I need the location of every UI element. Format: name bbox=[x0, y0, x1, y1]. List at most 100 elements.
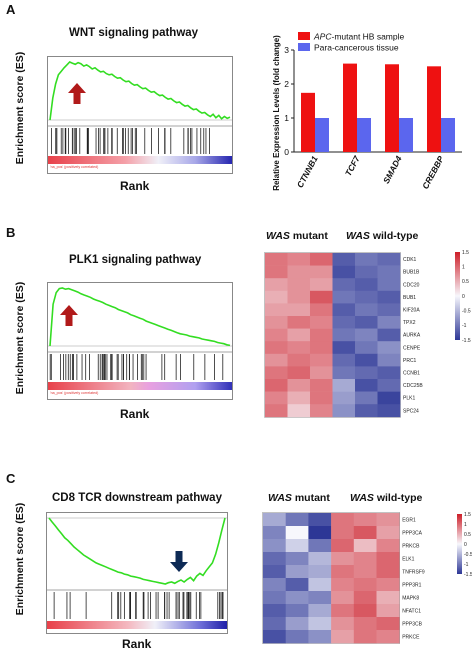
heatmap-cell bbox=[287, 265, 311, 279]
heatmap-cell bbox=[332, 278, 356, 292]
gene-label: CDC20 bbox=[403, 282, 420, 288]
gsea-plot-b: 'na_pos' (positively correlated) bbox=[47, 282, 233, 400]
colorbar-tick-label: -1.5 bbox=[464, 572, 472, 578]
heatmap-cell bbox=[355, 404, 378, 418]
bar-ctnnb1-mutant bbox=[301, 92, 315, 152]
heatmap-cell bbox=[285, 565, 309, 579]
rank-xlabel-a: Rank bbox=[120, 179, 150, 193]
heatmap-cell bbox=[376, 565, 400, 579]
gene-label: MAPK8 bbox=[402, 595, 419, 601]
heatmap-cell bbox=[353, 539, 377, 553]
heatmap-cell bbox=[355, 278, 378, 292]
heatmap-cell bbox=[332, 328, 356, 342]
heatmap-cell bbox=[377, 328, 401, 342]
heatmap-cell bbox=[376, 526, 400, 540]
heatmap-cell bbox=[263, 591, 286, 605]
panel-letter-b: B bbox=[6, 225, 16, 240]
heatmap-cell bbox=[285, 630, 309, 644]
heatmap-cell bbox=[355, 253, 378, 266]
heatmap-cell bbox=[332, 253, 356, 266]
bar-crebbp-mutant bbox=[427, 66, 441, 152]
heatmap-cell bbox=[310, 278, 333, 292]
heatmap-cell bbox=[353, 604, 377, 618]
es-ylabel-c: Enrichment score (ES) bbox=[14, 502, 26, 616]
gene-label: SPC24 bbox=[403, 408, 419, 414]
heatmap-cell bbox=[287, 353, 311, 367]
heatmap-cell bbox=[376, 578, 400, 592]
heatmap-cell bbox=[265, 341, 288, 355]
gene-label: NFATC1 bbox=[402, 608, 421, 614]
heatmap-cell bbox=[308, 539, 332, 553]
heatmap-cell bbox=[263, 578, 286, 592]
heatmap-cell bbox=[331, 526, 355, 540]
heatmap-cell bbox=[355, 316, 378, 329]
heatmap-cell bbox=[355, 303, 378, 317]
heatmap-cell bbox=[308, 513, 332, 527]
ranked-list-strip bbox=[48, 156, 232, 164]
panel-letter-c: C bbox=[6, 471, 16, 486]
heatmap-cell bbox=[285, 591, 309, 605]
colorbar-tick-label: -1.5 bbox=[462, 338, 471, 344]
legend-label: Para-cancerous tissue bbox=[314, 43, 399, 53]
heatmap-header-wildtype-b: WAS wild-type bbox=[346, 230, 419, 242]
y-tick-label: 2 bbox=[284, 79, 289, 89]
colorbar-tick-label: 1.5 bbox=[464, 512, 471, 518]
heatmap-cell bbox=[331, 578, 355, 592]
heatmap-cell bbox=[376, 513, 400, 527]
es-curve bbox=[48, 517, 226, 585]
heatmap-cell bbox=[287, 341, 311, 355]
heatmap-cell bbox=[377, 391, 401, 405]
heatmap-cell bbox=[353, 552, 377, 566]
bar-tcf7-mutant bbox=[343, 63, 357, 152]
heatmap-cell bbox=[308, 604, 332, 618]
heatmap-cell bbox=[308, 552, 332, 566]
gene-label: PRKCB bbox=[402, 543, 420, 549]
heatmap-cell bbox=[285, 526, 309, 540]
strip-label: 'na_pos' (positively correlated) bbox=[50, 391, 98, 395]
heatmap-cell bbox=[353, 578, 377, 592]
heatmap-cell bbox=[310, 391, 333, 405]
heatmap-cell bbox=[308, 630, 332, 644]
heatmap-cell bbox=[331, 565, 355, 579]
heatmap-cell bbox=[308, 591, 332, 605]
heatmap-cell bbox=[376, 539, 400, 553]
gene-label: CCNB1 bbox=[403, 371, 420, 377]
rank-xlabel-b: Rank bbox=[120, 407, 150, 421]
bar-smad4-para bbox=[399, 118, 413, 152]
category-label: TCF7 bbox=[343, 153, 362, 178]
heatmap-cell bbox=[285, 552, 309, 566]
heatmap-cell bbox=[310, 253, 333, 266]
heatmap-cell bbox=[353, 617, 377, 631]
heatmap-cell bbox=[308, 526, 332, 540]
gene-label: PPP3CA bbox=[402, 530, 422, 536]
gene-label: CDC25B bbox=[403, 383, 423, 389]
gene-label: CENPE bbox=[403, 345, 421, 351]
heatmap-cell bbox=[287, 278, 311, 292]
heatmap-cell bbox=[265, 290, 288, 304]
legend-swatch bbox=[298, 32, 310, 40]
colorbar-tick-label: 0 bbox=[462, 294, 465, 300]
heatmap-cell bbox=[376, 630, 400, 644]
gene-label: TNFRSF9 bbox=[402, 569, 425, 575]
heatmap-frame bbox=[262, 512, 400, 644]
bar-ctnnb1-para bbox=[315, 118, 329, 152]
heatmap-cell bbox=[377, 379, 401, 392]
heatmap-cell bbox=[263, 539, 286, 553]
heatmap-cell bbox=[287, 328, 311, 342]
gene-label: PRKCE bbox=[402, 634, 420, 640]
heatmap-cell bbox=[310, 265, 333, 279]
colorbar-tick-label: 1.5 bbox=[462, 250, 469, 256]
heatmap-cell bbox=[376, 604, 400, 618]
gsea-plot-a: 'na_pos' (positively correlated) bbox=[47, 56, 233, 174]
heatmap-cell bbox=[355, 265, 378, 279]
legend-swatch bbox=[298, 43, 310, 51]
bar-tcf7-para bbox=[357, 118, 371, 152]
heatmap-cell bbox=[263, 630, 286, 644]
gsea-title-c: CD8 TCR downstream pathway bbox=[52, 492, 222, 504]
colorbar-tick-label: 1 bbox=[462, 264, 465, 270]
heatmap-cell bbox=[287, 253, 311, 266]
heatmap-cell bbox=[355, 353, 378, 367]
heatmap-cell bbox=[353, 591, 377, 605]
heatmap-cell bbox=[353, 513, 377, 527]
